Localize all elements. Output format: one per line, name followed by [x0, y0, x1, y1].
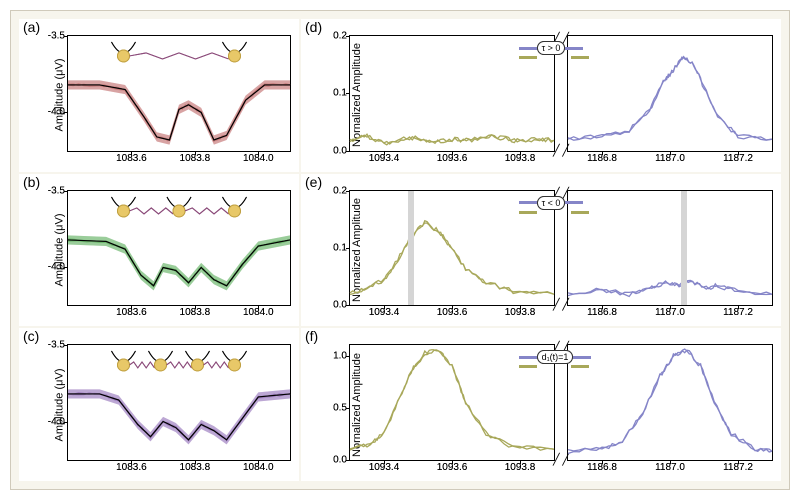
panel-label-e: (e) [305, 174, 322, 190]
plot-area-a: -4.0-3.51083.61083.81084.0-4.0-3.51083.6… [67, 35, 291, 152]
trace-d-right [568, 36, 772, 151]
panel-c: (c) Amplitude (μV) -4.0-3.51083.61083.81… [19, 328, 299, 481]
ylabel-a: Amplitude (μV) [53, 59, 65, 132]
plot-area-e: 0.00.10.21093.41093.61093.80.00.10.21093… [349, 190, 773, 307]
plot-area-f: 0.00.51.01093.41093.61093.80.00.51.01093… [349, 344, 773, 461]
panel-label-a: (a) [23, 19, 40, 35]
figure-container: (a) Amplitude (μV) -4.0-3.51083.61083.81… [10, 10, 790, 490]
inset-f: d₁(t)=1 [519, 350, 592, 368]
trace-a [68, 36, 290, 151]
trace-b [68, 191, 290, 306]
panel-f: (f) Nornalized Amplitude 0.00.51.01093.4… [301, 328, 781, 481]
panel-label-c: (c) [23, 328, 39, 344]
plot-area-d: 0.00.10.21093.41093.61093.80.00.10.21093… [349, 35, 773, 152]
ylabel-b: Amplitude (μV) [53, 213, 65, 286]
panel-label-f: (f) [305, 328, 318, 344]
panel-a: (a) Amplitude (μV) -4.0-3.51083.61083.81… [19, 19, 299, 172]
panel-label-d: (d) [305, 19, 322, 35]
subpanel-e-right: 1186.81187.01187.21186.81187.01187.2 [567, 190, 773, 307]
plot-area-b: -4.0-3.51083.61083.81084.0-4.0-3.51083.6… [67, 190, 291, 307]
trace-f-right [568, 345, 772, 460]
trace-e-right [568, 191, 772, 306]
panel-b: (b) Amplitude (μV) -4.0-3.51083.61083.81… [19, 174, 299, 327]
trace-c [68, 345, 290, 460]
panel-d: (d) Nornalized Amplitude 0.00.10.21093.4… [301, 19, 781, 172]
inset-d: τ > 0 [519, 41, 589, 59]
inset-e: τ < 0 [519, 196, 589, 214]
subpanel-f-right: 1186.81187.01187.21186.81187.01187.2 [567, 344, 773, 461]
panel-grid: (a) Amplitude (μV) -4.0-3.51083.61083.81… [19, 19, 781, 481]
subpanel-d-right: 1186.81187.01187.21186.81187.01187.2 [567, 35, 773, 152]
ylabel-c: Amplitude (μV) [53, 368, 65, 441]
panel-label-b: (b) [23, 174, 40, 190]
panel-e: (e) Nornalized Amplitude 0.00.10.21093.4… [301, 174, 781, 327]
plot-area-c: -4.0-3.51083.61083.81084.0-4.0-3.51083.6… [67, 344, 291, 461]
